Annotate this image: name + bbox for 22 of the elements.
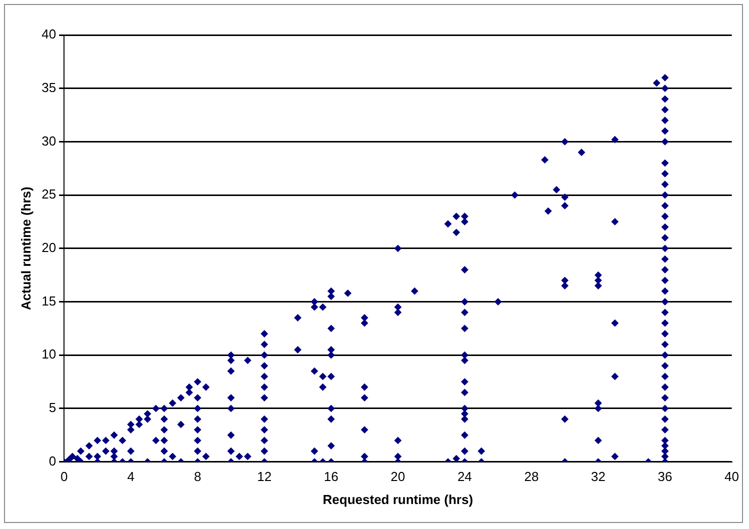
y-axis-title: Actual runtime (hrs) [18,186,34,310]
y-tick-label: 5 [48,400,56,416]
x-tick-label: 36 [658,469,672,484]
x-tick-label: 32 [590,469,606,484]
x-tick-label: 16 [324,469,338,484]
y-tick-label: 35 [42,80,56,95]
y-tick-label: 10 [42,346,56,362]
x-tick-label: 40 [724,469,740,484]
x-tick-label: 0 [60,469,68,484]
y-tick-label: 15 [42,293,56,308]
x-tick-label: 28 [524,469,539,484]
x-tick-label: 8 [194,469,202,484]
y-tick-label: 0 [48,453,56,468]
x-tick-label: 24 [457,469,472,484]
y-tick-label: 20 [42,240,56,255]
y-tick-label: 25 [42,186,56,202]
y-tick-label: 40 [42,26,56,42]
x-tick-label: 4 [127,469,134,484]
x-axis-title: Requested runtime (hrs) [322,492,474,507]
x-tick-label: 12 [257,469,272,484]
x-tick-label: 20 [390,469,406,484]
y-tick-label: 30 [42,133,56,148]
